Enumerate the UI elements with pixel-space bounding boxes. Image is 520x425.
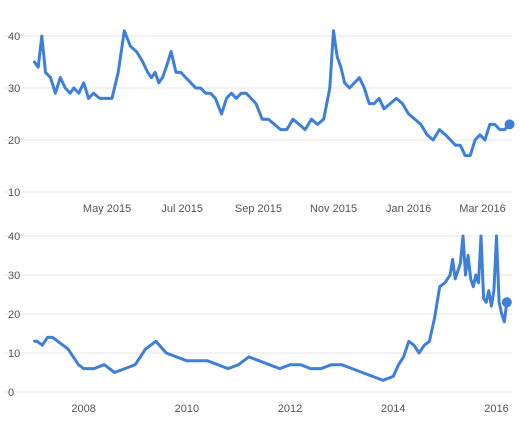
- chart-1-y-tick-label: 10: [8, 187, 20, 199]
- chart-1-x-tick-label: Mar 2016: [459, 203, 505, 215]
- chart-1-y-tick-label: 30: [8, 83, 20, 95]
- chart-1-x-tick-label: Sep 2015: [235, 203, 282, 215]
- chart-1-y-tick-label: 20: [8, 135, 20, 147]
- chart-1-series-line: [33, 29, 511, 158]
- chart-1-x-tick-label: Jan 2016: [386, 203, 431, 215]
- chart-1-end-point: [504, 119, 515, 130]
- chart-2-x-tick-label: 2014: [381, 403, 405, 415]
- chart-2-end-point: [501, 297, 512, 308]
- chart-1-x-tick-label: Jul 2015: [161, 203, 203, 215]
- chart-2-x-tick-label: 2016: [484, 403, 508, 415]
- chart-1-x-tick-label: May 2015: [83, 203, 131, 215]
- chart-1-y-tick-label: 40: [8, 31, 20, 43]
- chart-2-y-tick-label: 40: [8, 231, 20, 243]
- chart-2-series-line: [33, 234, 509, 382]
- chart-2-y-tick-label: 10: [8, 348, 20, 360]
- chart-2-y-tick-label: 30: [8, 270, 20, 282]
- chart-2-y-tick-label: 0: [8, 387, 14, 399]
- chart-2-x-tick-label: 2008: [71, 403, 95, 415]
- chart-1-x-tick-label: Nov 2015: [310, 203, 357, 215]
- chart-2-x-tick-label: 2010: [175, 403, 199, 415]
- chart-2-y-tick-label: 20: [8, 309, 20, 321]
- chart-2-x-tick-label: 2012: [278, 403, 302, 415]
